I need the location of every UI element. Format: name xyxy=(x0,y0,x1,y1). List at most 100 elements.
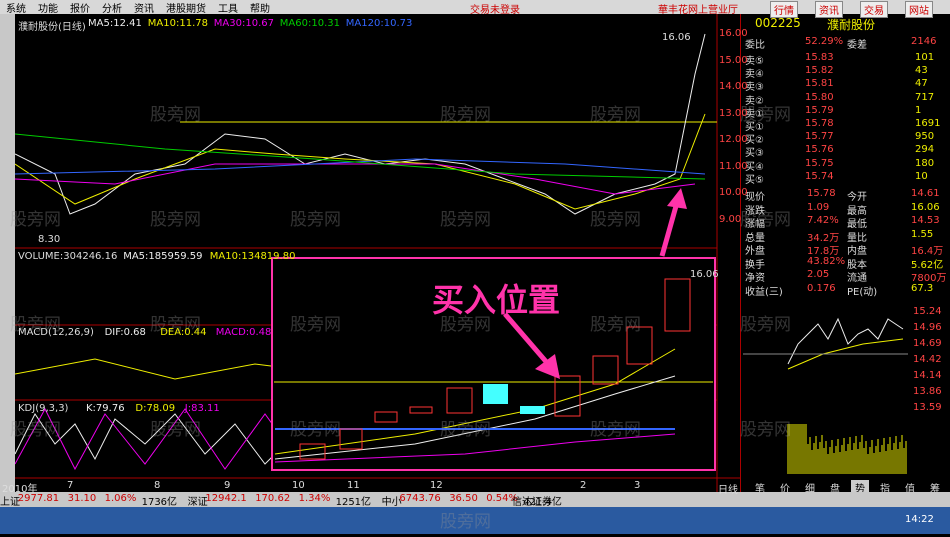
date-label: 3 xyxy=(634,480,641,491)
panel-tab[interactable]: 细 xyxy=(805,484,815,495)
menu-item[interactable]: 功能 xyxy=(38,4,58,15)
quote-row: 买② 15.77 950 xyxy=(741,131,949,147)
top-button[interactable]: 网站 xyxy=(905,1,933,18)
quote-cell: 2.05 xyxy=(807,269,830,280)
window-title: 交易未登录 xyxy=(470,5,520,16)
watermark: 股旁网 xyxy=(10,315,61,335)
status-item: 1251亿 xyxy=(335,497,372,508)
broker-link: 華丰花网上营业厅 xyxy=(658,5,738,16)
menu-item[interactable]: 系统 xyxy=(6,4,26,15)
quote-cell: 7.42% xyxy=(807,215,839,226)
menu-item[interactable]: 工具 xyxy=(218,4,238,15)
quote-cell: 15.79 xyxy=(805,104,834,116)
ma-line xyxy=(15,163,696,195)
menu-item[interactable]: 报价 xyxy=(70,4,90,15)
quote-cell: 2146 xyxy=(911,36,937,47)
quote-row: 卖④ 15.82 43 xyxy=(741,65,949,81)
quote-panel: 002225 濮耐股份 委比 52.29% 委差 2146 卖⑤ 15.83 101 卖④ 15.8… xyxy=(740,14,950,537)
watermark: 股旁网 xyxy=(150,420,201,440)
quote-cell: 收益(三) xyxy=(745,286,783,298)
quote-cell: 15.76 xyxy=(805,144,834,156)
quote-cell: 换手 xyxy=(745,259,765,271)
status-bar: 上证 2977.81 31.10 1.06% 1736亿 深证 12942.1 170.62 1… xyxy=(0,492,950,508)
quote-cell: 10 xyxy=(915,170,928,182)
watermark: 股旁网 xyxy=(440,315,491,335)
inset-ma xyxy=(274,433,676,463)
top-button[interactable]: 行情 xyxy=(770,1,798,18)
quote-cell: 5.62亿 xyxy=(911,259,944,271)
quote-cell: 52.29% xyxy=(805,36,844,47)
quote-row: 买④ 15.75 180 xyxy=(741,158,949,174)
watermark: 股旁网 xyxy=(590,315,641,335)
menu-item[interactable]: 港股期货 xyxy=(166,4,206,15)
intraday-avg xyxy=(787,338,904,370)
quote-cell: 量比 xyxy=(847,232,867,244)
price-tick-label: 12.00 xyxy=(719,134,748,145)
indicator-label: MA5:185959.59 xyxy=(123,251,203,262)
quote-cell: 外盘 xyxy=(745,246,765,257)
quote-cell: 15.82 xyxy=(805,65,834,77)
quote-row: 买③ 15.76 294 xyxy=(741,144,949,160)
mini-axis-label: 14.14 xyxy=(913,370,942,381)
watermark: 股旁网 xyxy=(740,210,791,230)
quote-cell: 1.55 xyxy=(911,228,934,240)
watermark: 股旁网 xyxy=(590,105,641,125)
watermark: 股旁网 xyxy=(150,315,201,335)
menu-item[interactable]: 资讯 xyxy=(134,4,154,15)
date-label: 9 xyxy=(224,480,231,491)
watermark: 股旁网 xyxy=(290,210,341,230)
ma-label: MA30:10.67 xyxy=(213,18,274,29)
quote-cell: 买① xyxy=(745,122,764,133)
quote-cell: 15.81 xyxy=(805,78,834,90)
price-tick-label: 10.00 xyxy=(719,187,748,198)
panel-tab[interactable]: 筹 xyxy=(930,484,940,495)
quote-cell: 16.06 xyxy=(911,201,940,213)
quote-cell: 委差 xyxy=(847,40,867,51)
quote-cell: 16.4万 xyxy=(911,246,944,257)
date-label: 11 xyxy=(347,480,360,491)
period-tab[interactable]: 日线 xyxy=(718,485,738,496)
price-tick-label: 9.00 xyxy=(719,213,742,225)
quote-cell: PE(动) xyxy=(847,286,878,298)
quote-cell: 买⑤ xyxy=(745,174,764,186)
date-label: 2010年 xyxy=(2,484,38,495)
quote-row: 卖③ 15.81 47 xyxy=(741,78,949,94)
watermark: 股旁网 xyxy=(440,420,491,440)
date-label: 2 xyxy=(580,480,587,491)
quote-cell: 卖⑤ xyxy=(745,56,764,67)
panel-tab[interactable]: 盘 xyxy=(830,484,840,495)
quote-row: 收益(三) 0.176 PE(动) 67.3 xyxy=(741,283,949,299)
indicator-label: MA10:134819.80 xyxy=(209,251,296,262)
status-item: 12942.1 xyxy=(205,493,247,504)
mini-axis-label: 14.69 xyxy=(913,338,942,349)
taskbar: 14:22 xyxy=(0,507,950,534)
panel-tab[interactable]: 值 xyxy=(905,484,915,495)
panel-tab[interactable]: 势 xyxy=(851,480,869,495)
clock: 14:22 xyxy=(905,514,934,525)
quote-cell: 294 xyxy=(915,144,935,156)
menu-item[interactable]: 分析 xyxy=(102,4,122,15)
panel-tab[interactable]: 指 xyxy=(880,484,890,495)
price-tick-label: 14.00 xyxy=(719,81,748,92)
quote-cell: 15.78 xyxy=(807,188,836,199)
quote-cell: 180 xyxy=(915,157,935,169)
mini-axis-label: 15.24 xyxy=(913,306,942,317)
quote-row: 净资 2.05 流通 7800万 xyxy=(741,269,949,285)
mini-axis-label: 13.86 xyxy=(913,386,942,397)
quote-row: 买⑤ 15.74 10 xyxy=(741,171,949,187)
indicator-label: DIF:0.68 xyxy=(104,327,146,338)
watermark: 股旁网 xyxy=(10,210,61,230)
top-button[interactable]: 交易 xyxy=(860,1,888,18)
broker-name: 信达证券 xyxy=(512,497,552,508)
quote-row: 卖① 15.79 1 xyxy=(741,105,949,121)
panel-tab[interactable]: 笔 xyxy=(755,484,765,495)
status-item: 31.10 xyxy=(67,493,97,504)
panel-tab[interactable]: 价 xyxy=(780,484,790,495)
top-button[interactable]: 资讯 xyxy=(815,1,843,18)
date-label: 8 xyxy=(154,480,161,491)
low-label: 8.30 xyxy=(38,234,61,245)
watermark: 股旁网 xyxy=(740,105,791,125)
quote-cell: 43 xyxy=(915,65,928,77)
menu-item[interactable]: 帮助 xyxy=(250,4,270,15)
